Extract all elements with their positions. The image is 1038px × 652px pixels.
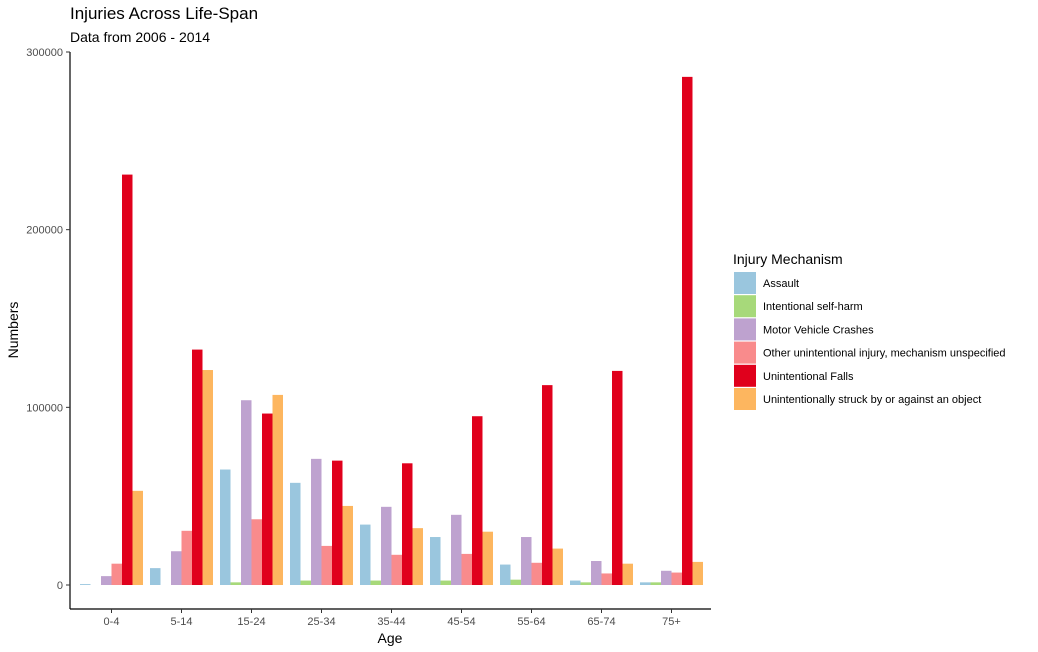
x-axis-title: Age bbox=[378, 630, 403, 646]
bar-motor-vehicle-crashes-55-64 bbox=[521, 537, 532, 585]
legend-swatch bbox=[734, 272, 756, 294]
bar-other-unintentional-injury-mechanism-unspecified-55-64 bbox=[531, 562, 542, 585]
bar-assault-0-4 bbox=[80, 584, 91, 585]
x-tick-label: 45-54 bbox=[447, 616, 475, 628]
bar-unintentional-falls-65-74 bbox=[612, 370, 623, 585]
bar-intentional-self-harm-15-24 bbox=[230, 582, 241, 585]
bar-intentional-self-harm-25-34 bbox=[300, 580, 311, 585]
x-tick-label: 75+ bbox=[662, 616, 681, 628]
legend-items: Assault Intentional self-harm Motor Vehicl… bbox=[734, 272, 1006, 410]
bar-assault-5-14 bbox=[150, 568, 161, 585]
bar-other-unintentional-injury-mechanism-unspecified-15-24 bbox=[251, 519, 262, 585]
bar-assault-35-44 bbox=[360, 524, 371, 585]
bar-unintentional-falls-35-44 bbox=[402, 463, 413, 585]
y-tick-label: 300000 bbox=[26, 47, 63, 59]
legend-swatch bbox=[734, 295, 756, 318]
bar-intentional-self-harm-45-54 bbox=[440, 580, 451, 585]
bar-assault-15-24 bbox=[220, 469, 231, 585]
legend-label: Unintentional Falls bbox=[763, 371, 854, 383]
bar-unintentionally-struck-by-or-against-an-object-35-44 bbox=[412, 528, 423, 585]
bar-motor-vehicle-crashes-65-74 bbox=[591, 561, 602, 585]
y-tick-label: 100000 bbox=[26, 402, 63, 414]
bar-other-unintentional-injury-mechanism-unspecified-45-54 bbox=[461, 553, 472, 585]
y-ticks: 0 100000 200000 300000 bbox=[26, 47, 70, 592]
x-ticks: 0-4 5-14 15-24 25-34 35-44 45-54 55-64 65-74 75+ bbox=[104, 609, 681, 628]
bar-motor-vehicle-crashes-35-44 bbox=[381, 506, 392, 585]
legend-swatch bbox=[734, 341, 756, 364]
bar-other-unintentional-injury-mechanism-unspecified-25-34 bbox=[321, 545, 332, 585]
legend-swatch bbox=[734, 318, 756, 341]
bar-unintentionally-struck-by-or-against-an-object-55-64 bbox=[552, 548, 563, 585]
chart-subtitle: Data from 2006 - 2014 bbox=[70, 29, 211, 45]
bar-motor-vehicle-crashes-25-34 bbox=[311, 458, 322, 585]
bar-assault-55-64 bbox=[500, 564, 511, 585]
bar-intentional-self-harm-65-74 bbox=[580, 582, 591, 585]
bar-unintentional-falls-15-24 bbox=[262, 413, 273, 585]
bar-motor-vehicle-crashes-45-54 bbox=[451, 514, 462, 585]
bar-other-unintentional-injury-mechanism-unspecified-65-74 bbox=[601, 573, 612, 585]
legend-label: Intentional self-harm bbox=[763, 301, 863, 313]
legend-title: Injury Mechanism bbox=[733, 251, 843, 267]
bar-unintentional-falls-75- bbox=[682, 76, 693, 586]
bar-unintentional-falls-45-54 bbox=[472, 416, 483, 585]
bar-unintentionally-struck-by-or-against-an-object-15-24 bbox=[272, 394, 283, 585]
bar-unintentionally-struck-by-or-against-an-object-25-34 bbox=[342, 505, 353, 585]
bar-motor-vehicle-crashes-5-14 bbox=[171, 551, 182, 585]
bar-unintentional-falls-55-64 bbox=[542, 385, 553, 586]
bar-unintentional-falls-25-34 bbox=[332, 460, 343, 585]
legend: Injury Mechanism Assault Intentional self… bbox=[733, 251, 1006, 410]
bar-intentional-self-harm-35-44 bbox=[370, 580, 381, 585]
bar-unintentionally-struck-by-or-against-an-object-75- bbox=[692, 561, 703, 585]
bar-assault-45-54 bbox=[430, 537, 441, 585]
bar-other-unintentional-injury-mechanism-unspecified-75- bbox=[671, 572, 682, 585]
y-tick-label: 0 bbox=[57, 580, 63, 592]
bar-other-unintentional-injury-mechanism-unspecified-0-4 bbox=[111, 563, 122, 585]
chart-title: Injuries Across Life-Span bbox=[70, 4, 259, 23]
x-tick-label: 55-64 bbox=[517, 616, 545, 628]
legend-label: Motor Vehicle Crashes bbox=[763, 324, 874, 336]
bar-unintentionally-struck-by-or-against-an-object-5-14 bbox=[202, 370, 213, 585]
bar-unintentionally-struck-by-or-against-an-object-45-54 bbox=[482, 531, 493, 585]
legend-swatch bbox=[734, 388, 756, 410]
legend-label: Other unintentional injury, mechanism un… bbox=[763, 348, 1006, 360]
bar-unintentionally-struck-by-or-against-an-object-65-74 bbox=[622, 563, 633, 585]
bar-unintentional-falls-5-14 bbox=[192, 349, 203, 585]
bar-motor-vehicle-crashes-0-4 bbox=[101, 576, 112, 585]
x-tick-label: 25-34 bbox=[307, 616, 335, 628]
bar-motor-vehicle-crashes-15-24 bbox=[241, 400, 252, 585]
bar-other-unintentional-injury-mechanism-unspecified-35-44 bbox=[391, 554, 402, 585]
bar-assault-65-74 bbox=[570, 580, 581, 585]
legend-label: Unintentionally struck by or against an … bbox=[763, 394, 981, 406]
x-tick-label: 0-4 bbox=[104, 616, 120, 628]
bar-other-unintentional-injury-mechanism-unspecified-5-14 bbox=[181, 530, 192, 585]
legend-swatch bbox=[734, 364, 756, 387]
bar-assault-25-34 bbox=[290, 482, 301, 585]
bar-intentional-self-harm-75- bbox=[650, 582, 661, 585]
x-tick-label: 15-24 bbox=[237, 616, 265, 628]
bar-motor-vehicle-crashes-75- bbox=[661, 570, 672, 585]
bar-unintentional-falls-0-4 bbox=[122, 174, 133, 585]
y-tick-label: 200000 bbox=[26, 225, 63, 237]
legend-label: Assault bbox=[763, 278, 799, 290]
bars-layer bbox=[80, 76, 703, 586]
bar-intentional-self-harm-55-64 bbox=[510, 579, 521, 585]
bar-unintentionally-struck-by-or-against-an-object-0-4 bbox=[132, 490, 143, 585]
x-tick-label: 35-44 bbox=[377, 616, 405, 628]
x-tick-label: 5-14 bbox=[170, 616, 192, 628]
x-tick-label: 65-74 bbox=[587, 616, 615, 628]
y-axis-title: Numbers bbox=[5, 302, 21, 359]
bar-assault-75- bbox=[640, 582, 651, 585]
